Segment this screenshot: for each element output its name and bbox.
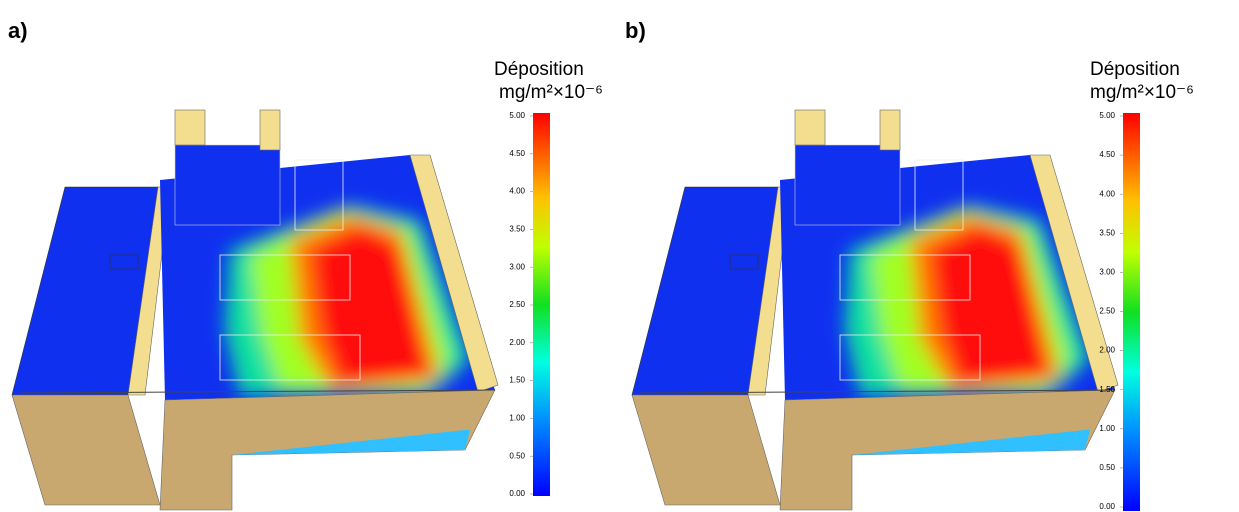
colorbar-tick-label: 0.00 — [1099, 502, 1115, 511]
colorbar-tick-label: 0.50 — [1099, 463, 1115, 472]
colorbar — [533, 113, 550, 496]
colorbar-tick-label: 5.00 — [509, 111, 525, 120]
colorbar-tick-label: 3.00 — [1099, 268, 1115, 277]
colorbar-tick-label: 2.50 — [1099, 307, 1115, 316]
colorbar-tick-label: 2.00 — [1099, 346, 1115, 355]
colorbar-tick-label: 4.50 — [1099, 150, 1115, 159]
colorbar-tick-label: 5.00 — [1099, 111, 1115, 120]
colorbar-tick-label: 0.50 — [509, 451, 525, 460]
colorbar-tick-label: 1.50 — [1099, 385, 1115, 394]
colorbar-tick-label: 2.00 — [509, 338, 525, 347]
colorbar-title: Déposition — [1090, 59, 1180, 80]
colorbar-tick-label: 3.50 — [1099, 228, 1115, 237]
colorbar-unit: mg/m²×10⁻⁶ — [1090, 82, 1194, 103]
colorbar-tick-label: 3.00 — [509, 262, 525, 271]
panel-label: b) — [625, 18, 646, 43]
colorbar-tick-label: 4.50 — [509, 149, 525, 158]
colorbar-tick-label: 4.00 — [1099, 189, 1115, 198]
colorbar-tick-label: 3.50 — [509, 225, 525, 234]
panel-label: a) — [8, 18, 28, 43]
colorbar-tick-label: 4.00 — [509, 187, 525, 196]
colorbar-tick-label: 1.00 — [1099, 424, 1115, 433]
colorbar-tick-label: 1.00 — [509, 414, 525, 423]
colorbar-title: Déposition — [494, 59, 584, 80]
colorbar-unit: mg/m²×10⁻⁶ — [499, 82, 603, 103]
scene-a — [12, 110, 498, 510]
colorbar-tick-label: 0.00 — [509, 489, 525, 498]
colorbar-tick-label: 2.50 — [509, 300, 525, 309]
scene-b — [632, 110, 1118, 510]
figure: a) b) Déposition mg/m²×10⁻⁶ Déposition m… — [0, 0, 1239, 512]
colorbar — [1123, 113, 1140, 511]
colorbar-tick-label: 1.50 — [509, 376, 525, 385]
